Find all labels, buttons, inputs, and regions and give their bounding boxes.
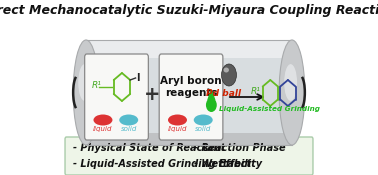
Ellipse shape [73,40,99,145]
Text: solid: solid [121,126,137,132]
FancyBboxPatch shape [159,54,223,140]
Bar [86,40,292,145]
Ellipse shape [222,64,236,86]
FancyBboxPatch shape [65,137,313,175]
Ellipse shape [284,64,297,101]
Ellipse shape [93,114,112,125]
Ellipse shape [78,64,91,101]
Text: liquid: liquid [93,126,113,132]
Text: R¹: R¹ [91,80,101,89]
Ellipse shape [206,98,217,112]
Ellipse shape [194,114,213,125]
Ellipse shape [279,40,305,145]
Ellipse shape [168,114,187,125]
Text: Pd ball: Pd ball [206,89,241,98]
Text: - Liquid-Assisted Grinding Effect: - Liquid-Assisted Grinding Effect [73,159,251,169]
Text: solid: solid [195,126,211,132]
Text: +: + [144,85,161,104]
Text: Direct Mechanocatalytic Suzuki-Miyaura Coupling Reaction: Direct Mechanocatalytic Suzuki-Miyaura C… [0,4,378,17]
Ellipse shape [223,68,229,72]
Text: - Reaction Phase: - Reaction Phase [194,143,285,153]
Text: - Physical State of Reactant: - Physical State of Reactant [73,143,225,153]
Text: R¹: R¹ [250,88,260,96]
Ellipse shape [119,114,138,125]
Bar [86,133,292,145]
Text: Aryl boron: Aryl boron [160,76,222,86]
Text: I: I [136,73,140,83]
Polygon shape [208,90,215,100]
Text: reagents: reagents [165,88,217,98]
Bar [86,40,292,58]
Text: liquid: liquid [168,126,187,132]
Text: Liquid-Assisted Grinding: Liquid-Assisted Grinding [220,106,321,112]
FancyBboxPatch shape [85,54,148,140]
Text: - Wettability: - Wettability [194,159,262,169]
